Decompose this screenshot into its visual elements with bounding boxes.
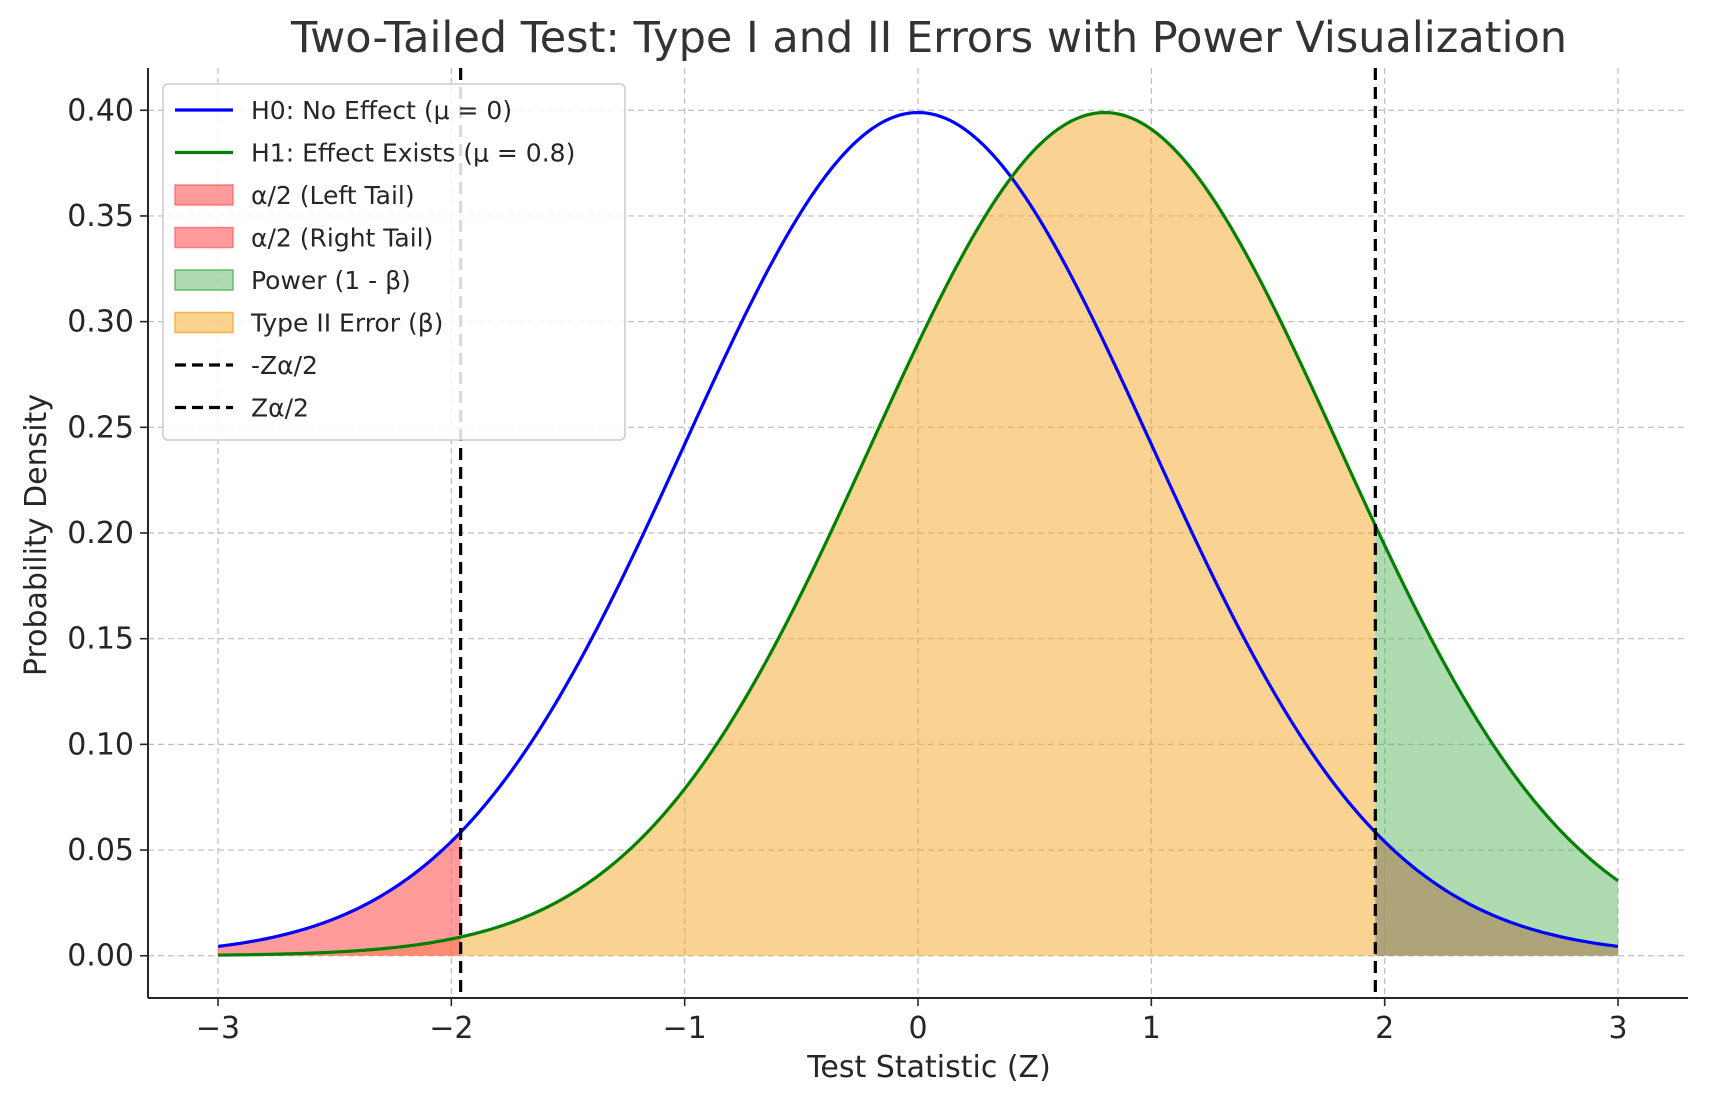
curves <box>217 110 1619 957</box>
legend-label: Power (1 - β) <box>251 266 411 295</box>
y-tick-label: 0.25 <box>67 410 134 445</box>
legend-swatch <box>174 184 234 206</box>
x-tick-label: −1 <box>663 1011 707 1046</box>
fill--2-right-tail- <box>1375 832 1618 956</box>
legend-item: Zα/2 <box>175 394 309 423</box>
ticks: −3 −2 −1 0 1 2 3 0.00 0.05 0.10 0.15 0.20 0.25 0.30 0.… <box>67 93 1627 1046</box>
legend-label: -Zα/2 <box>251 351 318 380</box>
x-axis-label: Test Statistic (Z) <box>806 1050 1051 1085</box>
legend-swatch <box>174 269 234 291</box>
h1-curve <box>217 110 1619 957</box>
legend-label: Zα/2 <box>251 394 309 423</box>
fill-type-ii-error- <box>218 112 1376 956</box>
legend: H0: No Effect (μ = 0) H1: Effect Exists (… <box>162 83 626 441</box>
legend-swatch <box>174 226 234 249</box>
y-tick-label: 0.35 <box>67 199 134 234</box>
fill--2-left-tail- <box>218 832 461 956</box>
y-tick-label: 0.15 <box>67 622 134 657</box>
y-tick-label: 0.00 <box>67 939 134 974</box>
chart-title: Two-Tailed Test: Type I and II Errors wi… <box>290 13 1567 63</box>
legend-label: H1: Effect Exists (μ = 0.8) <box>251 139 575 168</box>
legend-item: -Zα/2 <box>175 351 318 380</box>
y-tick-label: 0.20 <box>67 516 134 551</box>
x-tick-label: 2 <box>1375 1011 1394 1046</box>
y-tick-label: 0.05 <box>67 833 134 868</box>
legend-swatch <box>174 311 234 334</box>
legend-item: Type II Error (β) <box>174 309 443 338</box>
legend-label: Type II Error (β) <box>250 309 443 338</box>
legend-label: H0: No Effect (μ = 0) <box>251 96 512 125</box>
legend-item: Power (1 - β) <box>174 266 411 295</box>
legend-item: α/2 (Left Tail) <box>174 181 415 210</box>
legend-item: H0: No Effect (μ = 0) <box>175 96 512 125</box>
y-tick-label: 0.30 <box>67 305 134 340</box>
legend-item: H1: Effect Exists (μ = 0.8) <box>175 139 575 168</box>
y-tick-label: 0.10 <box>67 727 134 762</box>
x-tick-label: 0 <box>908 1011 927 1046</box>
legend-label: α/2 (Right Tail) <box>251 224 433 253</box>
legend-label: α/2 (Left Tail) <box>251 181 415 210</box>
y-axis-label: Probability Density <box>19 394 54 676</box>
legend-item: α/2 (Right Tail) <box>174 224 433 253</box>
legend-box <box>162 83 626 441</box>
fill-areas <box>218 112 1618 956</box>
x-tick-label: 3 <box>1608 1011 1627 1046</box>
h0-curve <box>217 110 1619 948</box>
x-tick-label: 1 <box>1142 1011 1161 1046</box>
x-tick-label: −2 <box>429 1011 473 1046</box>
fill-power-1- <box>1375 525 1618 956</box>
x-tick-label: −3 <box>196 1011 240 1046</box>
y-tick-label: 0.40 <box>67 93 134 128</box>
